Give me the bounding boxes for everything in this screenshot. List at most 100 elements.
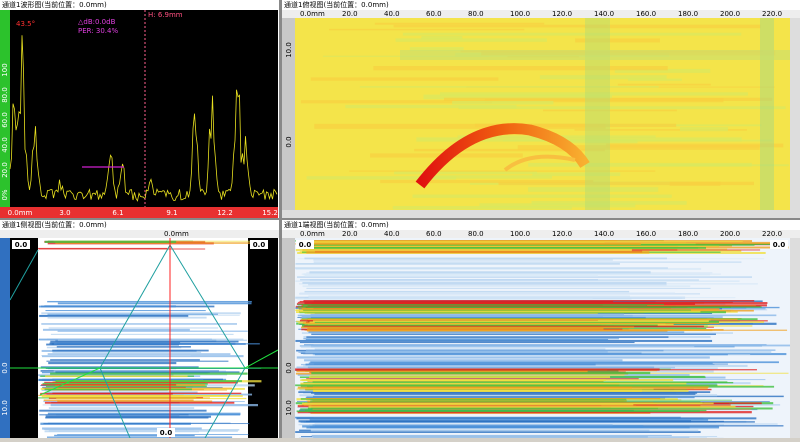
mask xyxy=(10,238,38,438)
texture xyxy=(39,306,176,308)
texture xyxy=(43,388,232,389)
texture xyxy=(314,262,742,263)
texture xyxy=(304,359,622,361)
texture xyxy=(302,282,666,284)
texture xyxy=(760,18,774,210)
texture xyxy=(329,29,524,31)
texture xyxy=(311,77,499,80)
texture xyxy=(396,38,547,41)
texture xyxy=(314,394,695,395)
texture xyxy=(45,402,234,404)
texture xyxy=(306,398,660,399)
y-tick-label: 10.0 xyxy=(285,42,293,58)
texture xyxy=(373,66,667,70)
texture xyxy=(313,345,792,347)
texture xyxy=(315,354,728,355)
texture xyxy=(303,310,691,311)
texture xyxy=(57,346,191,347)
texture xyxy=(313,381,728,382)
texture xyxy=(309,271,650,273)
texture xyxy=(48,317,207,319)
texture xyxy=(39,414,188,415)
x-tick-label: 0.0mm xyxy=(300,10,325,18)
texture xyxy=(297,304,664,305)
x-tick-label: 120.0 xyxy=(552,10,572,18)
texture xyxy=(295,384,717,386)
texture xyxy=(40,393,173,395)
x-tick-label: 60.0 xyxy=(426,10,442,18)
texture xyxy=(299,404,634,405)
texture xyxy=(312,436,717,437)
texture xyxy=(295,431,700,433)
x-tick-label: 20.0 xyxy=(342,10,358,18)
texture xyxy=(314,124,605,129)
x-tick-label: 80.0 xyxy=(468,230,484,238)
scrollbar[interactable] xyxy=(790,238,800,438)
y-tick-label: 80.0 xyxy=(1,87,9,103)
x-tick-label: 80.0 xyxy=(468,10,484,18)
x-tick-label: 220.0 xyxy=(762,10,782,18)
texture xyxy=(375,23,544,25)
scrollbar[interactable] xyxy=(282,210,800,218)
texture xyxy=(297,356,710,358)
x-tick-label: 100.0 xyxy=(510,230,530,238)
texture xyxy=(297,410,700,412)
texture xyxy=(306,378,639,379)
texture xyxy=(314,364,728,365)
texture xyxy=(46,416,211,418)
a-scan-plot xyxy=(10,10,278,208)
texture xyxy=(309,376,610,378)
texture xyxy=(306,349,776,350)
texture xyxy=(313,260,613,261)
texture xyxy=(421,175,552,178)
texture xyxy=(305,324,666,325)
texture xyxy=(306,288,710,289)
texture xyxy=(43,423,249,424)
texture xyxy=(400,50,790,60)
texture xyxy=(585,25,761,29)
texture xyxy=(51,334,234,335)
value-label: 0.0 xyxy=(299,241,312,249)
texture xyxy=(303,249,728,250)
scrollbar[interactable] xyxy=(790,18,800,210)
texture xyxy=(300,342,635,343)
texture xyxy=(295,368,660,370)
texture xyxy=(300,247,698,248)
texture xyxy=(309,297,736,298)
x-tick-label: 180.0 xyxy=(678,10,698,18)
texture xyxy=(52,352,201,353)
texture xyxy=(41,355,190,356)
texture xyxy=(42,396,196,397)
texture xyxy=(38,248,167,249)
y-tick-label: 20.0 xyxy=(1,162,9,178)
texture xyxy=(302,425,643,427)
texture xyxy=(305,403,703,404)
texture xyxy=(50,359,200,360)
texture xyxy=(47,301,252,302)
texture xyxy=(413,195,672,198)
texture xyxy=(301,327,634,329)
value-label: 0.0 xyxy=(253,241,266,249)
texture xyxy=(303,300,754,302)
y-tick-label: 100 xyxy=(1,63,9,76)
panel-title: 通道1端视图(当前位置：0.0mm) xyxy=(284,220,389,229)
texture xyxy=(680,127,728,131)
texture xyxy=(403,33,741,36)
texture xyxy=(304,302,767,304)
texture xyxy=(51,404,258,406)
texture xyxy=(298,351,607,353)
angle-label: 43.5° xyxy=(16,20,35,28)
texture xyxy=(305,291,630,292)
value-label: 0.0 xyxy=(773,241,786,249)
texture xyxy=(393,206,572,210)
texture xyxy=(50,373,248,375)
texture xyxy=(300,243,640,245)
texture xyxy=(45,310,205,311)
texture xyxy=(618,84,711,86)
texture xyxy=(300,379,606,381)
texture xyxy=(49,407,194,409)
texture xyxy=(54,343,260,344)
texture xyxy=(310,375,625,376)
x-tick-label: 15.2 xyxy=(262,209,278,217)
x-ruler xyxy=(0,207,278,218)
